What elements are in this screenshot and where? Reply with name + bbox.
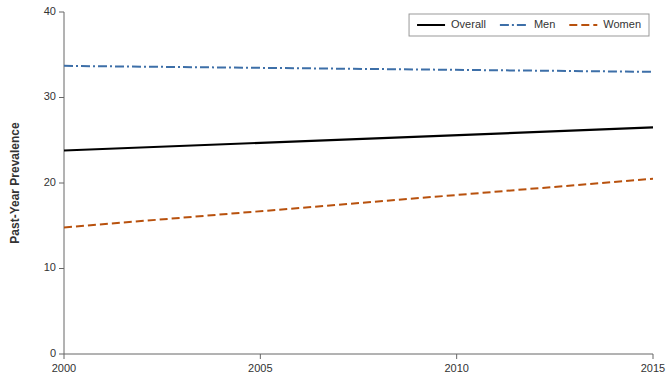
- x-tick: [260, 354, 261, 359]
- x-tick: [653, 354, 654, 359]
- chart-container: 0 10 20 30 40 2000 2005 2010 2015 Past-Year Preva…: [0, 0, 669, 388]
- x-tick-label: 2010: [444, 362, 468, 374]
- x-tick-label: 2000: [52, 362, 76, 374]
- y-tick: [59, 183, 64, 184]
- y-tick-label: 30: [44, 90, 56, 102]
- x-tick: [64, 354, 65, 359]
- legend-label: Women: [603, 18, 641, 30]
- y-tick: [59, 12, 64, 13]
- lines: [64, 66, 653, 228]
- axes: 0 10 20 30 40 2000 2005 2010 2015: [44, 5, 665, 374]
- series-line: [64, 127, 653, 150]
- legend-box: [409, 14, 649, 36]
- y-tick: [59, 268, 64, 269]
- legend-label: Overall: [451, 18, 486, 30]
- legend-swatch: [417, 24, 445, 26]
- y-tick-label: 10: [44, 261, 56, 273]
- y-tick: [59, 97, 64, 98]
- x-tick-label: 2015: [641, 362, 665, 374]
- x-tick-label: 2005: [248, 362, 272, 374]
- legend-swatch: [500, 24, 528, 26]
- series-line: [64, 66, 653, 72]
- x-axis-line: [64, 354, 653, 355]
- legend-label: Men: [534, 18, 555, 30]
- y-tick-label: 0: [50, 347, 56, 359]
- legend: Overall Men Women: [409, 14, 649, 36]
- legend-swatch: [569, 24, 597, 26]
- y-tick-label: 40: [44, 5, 56, 17]
- x-tick: [456, 354, 457, 359]
- y-tick: [59, 354, 64, 355]
- series-line: [64, 179, 653, 228]
- chart-svg: 0 10 20 30 40 2000 2005 2010 2015 Past-Year Preva…: [0, 0, 669, 388]
- y-axis-label: Past-Year Prevalence: [8, 122, 22, 244]
- y-tick-label: 20: [44, 176, 56, 188]
